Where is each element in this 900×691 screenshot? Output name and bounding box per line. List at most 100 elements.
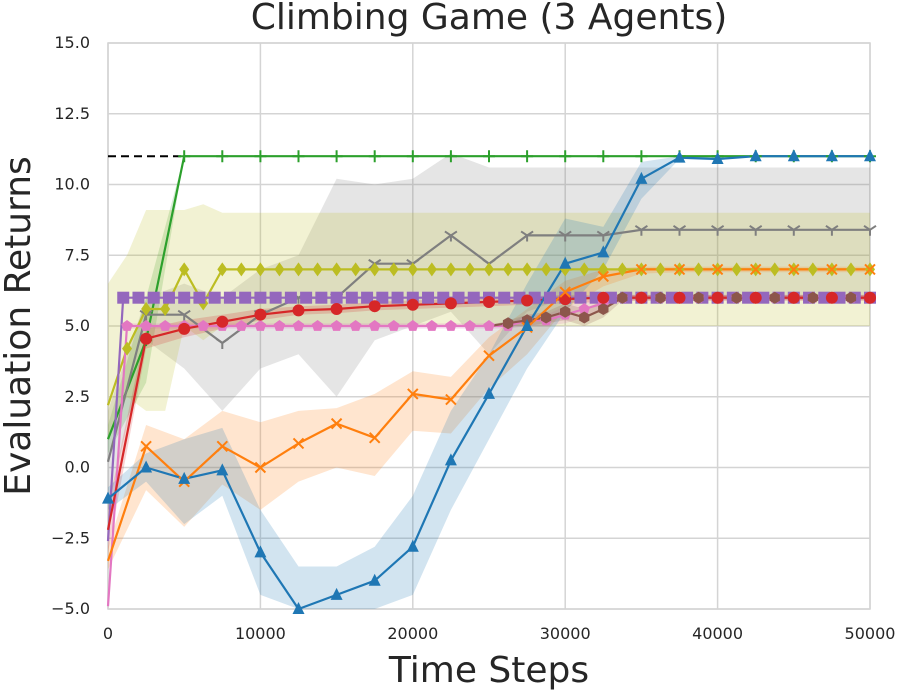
data-point-marker bbox=[863, 224, 877, 236]
data-point-marker bbox=[330, 303, 343, 316]
data-point-marker bbox=[312, 262, 323, 277]
data-point-marker bbox=[579, 311, 590, 324]
series-markers bbox=[102, 149, 877, 614]
data-point-marker bbox=[578, 303, 590, 314]
confidence-band bbox=[108, 156, 870, 609]
data-point-marker bbox=[426, 262, 437, 277]
data-point-marker bbox=[711, 152, 724, 165]
data-point-marker bbox=[215, 338, 229, 349]
data-point-marker bbox=[269, 291, 282, 304]
data-point-marker bbox=[140, 320, 152, 331]
data-point-marker bbox=[274, 262, 285, 277]
data-point-marker bbox=[311, 320, 324, 331]
data-point-marker bbox=[597, 150, 610, 163]
data-point-marker bbox=[597, 291, 610, 304]
data-point-marker bbox=[634, 224, 648, 236]
data-point-marker bbox=[369, 320, 381, 331]
data-point-marker bbox=[330, 150, 343, 163]
data-point-marker bbox=[498, 291, 511, 304]
data-point-marker bbox=[406, 298, 419, 311]
data-point-marker bbox=[596, 230, 610, 242]
data-point-marker bbox=[223, 291, 236, 304]
data-point-marker bbox=[406, 539, 419, 552]
data-point-marker bbox=[598, 303, 609, 315]
data-point-marker bbox=[216, 150, 229, 163]
data-point-marker bbox=[292, 150, 305, 163]
data-point-marker bbox=[345, 291, 358, 304]
data-point-marker bbox=[122, 341, 133, 356]
y-tick-label: 5.0 bbox=[65, 316, 90, 335]
data-point-marker bbox=[368, 150, 381, 163]
data-point-marker bbox=[368, 573, 381, 586]
y-tick-label: −2.5 bbox=[51, 528, 90, 547]
data-point-marker bbox=[140, 460, 153, 473]
data-point-marker bbox=[330, 417, 343, 430]
data-point-marker bbox=[558, 230, 572, 242]
data-point-marker bbox=[147, 291, 160, 304]
data-point-marker bbox=[693, 291, 704, 304]
x-tick-label: 10000 bbox=[235, 624, 286, 643]
data-point-marker bbox=[444, 230, 458, 242]
data-point-marker bbox=[193, 291, 206, 304]
data-point-marker bbox=[330, 587, 343, 600]
data-point-marker bbox=[826, 263, 838, 276]
data-point-marker bbox=[254, 308, 267, 321]
data-point-marker bbox=[521, 150, 534, 163]
data-point-marker bbox=[769, 262, 780, 277]
data-point-marker bbox=[464, 320, 476, 331]
y-tick-label: 15.0 bbox=[54, 33, 90, 52]
data-point-marker bbox=[284, 291, 297, 304]
data-point-marker bbox=[597, 245, 610, 258]
data-point-marker bbox=[330, 291, 343, 304]
data-point-marker bbox=[617, 262, 628, 277]
data-point-marker bbox=[825, 224, 839, 236]
data-point-marker bbox=[559, 256, 572, 269]
data-point-marker bbox=[293, 262, 304, 277]
data-point-marker bbox=[749, 291, 762, 304]
data-point-marker bbox=[273, 320, 286, 331]
data-point-marker bbox=[254, 461, 267, 474]
data-point-marker bbox=[254, 320, 267, 331]
data-point-marker bbox=[574, 291, 587, 304]
data-point-marker bbox=[559, 286, 571, 298]
data-point-marker bbox=[235, 320, 248, 331]
data-point-marker bbox=[388, 262, 399, 277]
data-point-marker bbox=[254, 291, 267, 304]
y-tick-label: 7.5 bbox=[65, 245, 90, 264]
data-point-marker bbox=[178, 322, 191, 335]
data-point-marker bbox=[655, 291, 666, 304]
data-point-marker bbox=[635, 291, 648, 304]
data-point-marker bbox=[444, 453, 457, 466]
data-point-marker bbox=[102, 491, 114, 504]
data-point-marker bbox=[208, 291, 221, 304]
data-point-marker bbox=[445, 262, 456, 277]
y-tick-label: 12.5 bbox=[54, 104, 90, 123]
data-point-marker bbox=[825, 149, 838, 162]
data-point-marker bbox=[406, 150, 419, 163]
data-point-marker bbox=[655, 262, 666, 277]
x-tick-label: 20000 bbox=[387, 624, 438, 643]
data-point-marker bbox=[560, 305, 571, 318]
y-axis-label: Evaluation Returns bbox=[0, 156, 39, 496]
data-point-marker bbox=[388, 320, 400, 331]
data-point-marker bbox=[711, 291, 724, 304]
x-tick-label: 40000 bbox=[692, 624, 743, 643]
tick-labels: 0 10000 20000 30000 40000 50000 −5.0 −2.5 0.0 2.5… bbox=[51, 33, 895, 643]
data-point-marker bbox=[407, 320, 419, 331]
data-point-marker bbox=[673, 263, 686, 276]
confidence-bands bbox=[108, 153, 870, 609]
data-point-marker bbox=[483, 150, 495, 163]
data-point-marker bbox=[292, 320, 305, 331]
data-point-marker bbox=[769, 291, 780, 304]
data-point-marker bbox=[788, 263, 800, 276]
data-point-marker bbox=[254, 150, 267, 163]
data-point-marker bbox=[864, 291, 876, 304]
data-point-marker bbox=[121, 320, 133, 331]
data-point-marker bbox=[845, 291, 857, 304]
data-point-marker bbox=[520, 230, 534, 242]
data-point-marker bbox=[597, 270, 610, 283]
data-point-marker bbox=[483, 350, 495, 362]
data-point-marker bbox=[522, 262, 533, 277]
data-point-marker bbox=[217, 262, 228, 277]
